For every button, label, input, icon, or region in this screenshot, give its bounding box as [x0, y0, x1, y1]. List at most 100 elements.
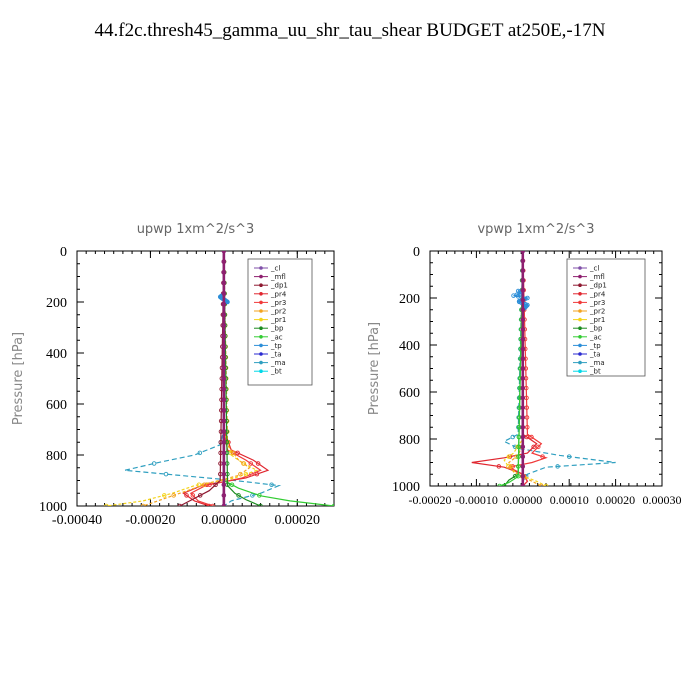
series-line-pr4	[182, 251, 270, 506]
data-point-ma	[269, 482, 274, 488]
data-point-tp	[515, 294, 521, 299]
data-point-pr3	[536, 444, 541, 450]
legend-marker	[578, 274, 582, 279]
data-point-bp	[236, 493, 241, 498]
data-point-tp	[525, 295, 530, 301]
data-point-pr3	[210, 503, 216, 506]
legend-label: _cl	[270, 265, 280, 273]
y-tick-label: 200	[399, 292, 420, 307]
data-point-ma	[510, 434, 515, 440]
legend-box	[247, 258, 313, 386]
legend-marker	[578, 326, 582, 331]
data-point-tp	[225, 299, 230, 305]
data-point-pr2	[539, 483, 544, 486]
legend-marker	[578, 317, 582, 322]
legend-label: _ac	[270, 333, 283, 341]
series-line-bp	[223, 251, 261, 506]
data-point-mfl	[520, 317, 526, 322]
y-axis-label: Pressure [hPa]	[367, 322, 382, 415]
data-point-mfl	[221, 323, 227, 328]
series-group	[104, 251, 334, 506]
data-point-pr4	[496, 464, 502, 469]
legend: _cl_mfl_dp1_pr4_pr3_pr2_pr1_bp_ac_tp_ta_…	[247, 258, 313, 386]
legend-label: _ma	[589, 359, 605, 367]
x-tick-label: -0.00010	[455, 493, 498, 507]
data-point-mfl	[221, 397, 227, 403]
data-point-mfl	[221, 503, 227, 506]
data-point-mfl	[520, 278, 526, 283]
legend-marker	[259, 317, 263, 322]
data-point-mfl	[520, 425, 526, 430]
x-tick-label: 0.00010	[550, 493, 589, 507]
data-point-dp1	[218, 440, 224, 445]
legend: _cl_mfl_dp1_pr4_pr3_pr2_pr1_bp_ac_tp_ta_…	[566, 258, 646, 377]
legend-marker	[259, 266, 263, 270]
legend-marker	[578, 335, 582, 339]
data-point-pr4	[255, 461, 261, 466]
legend-label: _dp1	[270, 282, 288, 290]
data-point-ma	[197, 450, 203, 456]
series-line-pr1	[503, 251, 547, 486]
legend-marker	[578, 266, 582, 270]
data-point-mfl	[520, 464, 526, 469]
data-point-tp	[516, 299, 522, 305]
series-line-pr1	[106, 251, 259, 506]
data-point-dp1	[177, 503, 183, 506]
data-point-mfl	[221, 333, 227, 339]
data-point-dp1	[197, 493, 203, 498]
data-point-ac	[516, 464, 521, 469]
data-point-pr2	[171, 493, 176, 498]
x-tick-label: 0.00020	[596, 493, 635, 507]
data-point-mfl	[520, 444, 526, 450]
data-point-mfl	[520, 268, 526, 273]
chart-panel-0: upwp 1xm^2/s^3 Pressure [hPa] 0 200 400 600 80…	[11, 222, 335, 528]
legend-marker	[578, 360, 582, 365]
data-point-mfl	[221, 270, 227, 275]
data-point-mfl	[221, 418, 227, 424]
data-point-ac	[229, 482, 235, 488]
data-point-pr3	[540, 454, 545, 459]
legend-label: _dp1	[589, 282, 607, 290]
data-point-pr2	[140, 503, 146, 506]
panel-title: vpwp 1xm^2/s^3	[477, 222, 594, 237]
data-point-mfl	[221, 301, 227, 307]
data-point-mfl	[520, 297, 526, 303]
chart-panel-1: vpwp 1xm^2/s^3 Pressure [hPa] 0 200 400 600 80…	[367, 222, 682, 507]
legend-label: _bt	[589, 368, 601, 376]
series-line-pr2	[508, 251, 542, 486]
legend-marker	[578, 300, 582, 305]
legend-label: _pr3	[589, 299, 605, 307]
data-point-mfl	[520, 405, 526, 410]
data-point-ac	[497, 483, 502, 486]
y-tick-label: 1000	[39, 500, 67, 515]
data-point-pr1	[243, 471, 249, 477]
legend-marker	[259, 335, 263, 339]
legend-label: _ta	[270, 351, 282, 359]
data-point-ma	[163, 471, 169, 477]
data-point-pr3	[529, 434, 534, 440]
data-point-mfl	[520, 287, 526, 293]
data-point-pr3	[524, 415, 530, 420]
series-line-pr4	[471, 251, 538, 486]
data-point-pr1	[543, 483, 549, 486]
data-point-mfl	[221, 344, 227, 349]
x-tick-label: 0.00000	[503, 493, 542, 507]
data-point-mfl	[520, 376, 526, 381]
y-axis-label: Pressure [hPa]	[11, 332, 26, 425]
panel-title: upwp 1xm^2/s^3	[137, 222, 255, 237]
data-point-mfl	[520, 258, 526, 264]
data-point-ac	[516, 454, 521, 459]
legend-label: _mfl	[589, 273, 605, 281]
data-point-pr2	[231, 450, 236, 456]
data-point-mfl	[520, 251, 526, 254]
y-tick-label: 400	[46, 347, 67, 362]
x-tick-label: 0.00030	[643, 493, 682, 507]
data-point-mfl	[221, 461, 227, 466]
legend-label: _pr2	[270, 308, 286, 316]
series-line-ma	[502, 251, 616, 486]
y-tick-label: 600	[399, 386, 420, 401]
x-tick-label: -0.00020	[125, 513, 175, 528]
legend-marker	[259, 300, 263, 305]
legend-label: _bp	[589, 325, 603, 333]
